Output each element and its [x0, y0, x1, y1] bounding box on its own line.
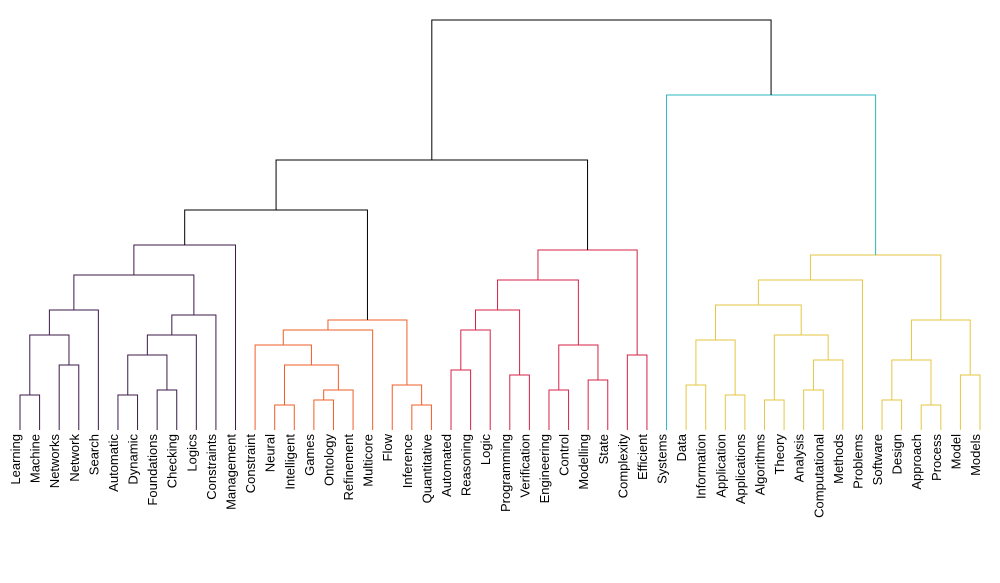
leaf-label: Refinement: [341, 434, 356, 501]
leaf-label: Application: [713, 434, 728, 498]
leaf-label: Networks: [47, 434, 62, 489]
leaf-label: Models: [968, 434, 983, 476]
dendro-branch: [147, 335, 196, 430]
dendro-branch: [686, 385, 706, 430]
dendro-branch: [275, 405, 295, 430]
leaf-label: Automatic: [106, 434, 121, 492]
dendro-branch: [813, 360, 842, 430]
leaf-label: Efficient: [635, 434, 650, 480]
dendro-branch: [172, 315, 216, 430]
leaf-label: Information: [694, 434, 709, 499]
dendro-branch: [314, 400, 334, 430]
leaf-label: Management: [224, 434, 239, 510]
leaf-label: Logic: [478, 434, 493, 466]
dendro-branch: [498, 280, 579, 345]
leaf-label: Machine: [28, 434, 43, 483]
leaf-label: Flow: [380, 433, 395, 461]
leaf-label: Model: [948, 434, 963, 470]
dendro-branch: [559, 345, 598, 390]
dendro-branch: [276, 160, 587, 250]
dendro-branch: [157, 390, 177, 430]
leaf-label: Neural: [263, 434, 278, 472]
leaf-label: Theory: [772, 434, 787, 475]
leaf-label: Data: [674, 433, 689, 461]
leaf-label: Computational: [811, 434, 826, 518]
leaf-label: Constraints: [204, 434, 219, 500]
leaf-label: Approach: [909, 434, 924, 490]
leaf-label: Engineering: [537, 434, 552, 503]
dendro-branch: [696, 340, 735, 395]
leaf-label: Algorithms: [752, 434, 767, 496]
dendro-branch: [118, 395, 138, 430]
leaf-label: Learning: [8, 434, 23, 485]
leaf-label: Constraint: [243, 434, 258, 494]
dendro-branch: [432, 20, 771, 160]
dendro-branch: [451, 370, 471, 430]
dendro-branch: [134, 245, 236, 430]
dendro-branch: [20, 395, 40, 430]
leaf-label: Logics: [184, 434, 199, 472]
dendro-branch: [476, 310, 520, 375]
leaf-label: Problems: [850, 434, 865, 489]
dendro-branch: [74, 275, 194, 315]
leaf-label: Dynamic: [126, 434, 141, 485]
leaf-label: Ontology: [321, 434, 336, 487]
leaf-label: Automated: [439, 434, 454, 497]
leaf-label: Inference: [400, 434, 415, 488]
leaf-label: Multicore: [361, 434, 376, 487]
leaf-label: Design: [890, 434, 905, 474]
leaf-label: Network: [67, 434, 82, 482]
dendro-branch: [128, 355, 167, 395]
dendro-branch: [804, 390, 824, 430]
leaf-label: Control: [557, 434, 572, 476]
leaf-label: Programming: [498, 434, 513, 512]
leaf-label: Foundations: [145, 434, 160, 506]
dendro-branch: [59, 365, 79, 430]
dendro-branch: [284, 365, 338, 405]
dendro-branch: [725, 395, 745, 430]
leaf-label: Modelling: [576, 434, 591, 490]
leaf-label: Checking: [165, 434, 180, 488]
leaf-label: State: [596, 434, 611, 464]
dendro-branch: [549, 390, 569, 430]
leaf-label: Systems: [655, 434, 670, 484]
dendrogram-svg: Learning Machine Networks Network Search Auto…: [0, 0, 1000, 583]
leaf-label: Quantitative: [419, 434, 434, 503]
dendro-branch: [538, 250, 637, 355]
dendro-branch: [461, 330, 490, 430]
leaf-label: Software: [870, 434, 885, 485]
dendro-branch: [185, 210, 368, 320]
dendro-branch: [510, 375, 530, 430]
dendro-branch: [960, 375, 980, 430]
dendro-branch: [810, 255, 940, 320]
leaf-label: Process: [929, 434, 944, 481]
leaf-label: Verification: [517, 434, 532, 498]
dendro-branch: [324, 390, 353, 430]
leaf-label: Search: [86, 434, 101, 475]
dendro-branch: [882, 400, 902, 430]
leaf-label: Complexity: [615, 434, 630, 499]
leaf-label: Reasoning: [459, 434, 474, 496]
leaf-label: Methods: [831, 434, 846, 484]
leaf-label: Applications: [733, 434, 748, 505]
dendro-branch: [627, 355, 647, 430]
dendro-branch: [588, 380, 608, 430]
dendro-branch: [911, 320, 970, 375]
dendro-branch: [49, 310, 98, 430]
leaf-label: Intelligent: [282, 434, 297, 490]
dendro-branch: [892, 360, 931, 405]
dendro-branch: [392, 385, 421, 430]
dendro-branch: [255, 345, 311, 430]
leaf-label: Analysis: [792, 434, 807, 483]
leaf-label: Games: [302, 434, 317, 476]
dendro-branch: [921, 405, 941, 430]
dendro-branch: [412, 405, 432, 430]
dendro-branch: [667, 95, 876, 430]
dendro-branch: [764, 400, 784, 430]
